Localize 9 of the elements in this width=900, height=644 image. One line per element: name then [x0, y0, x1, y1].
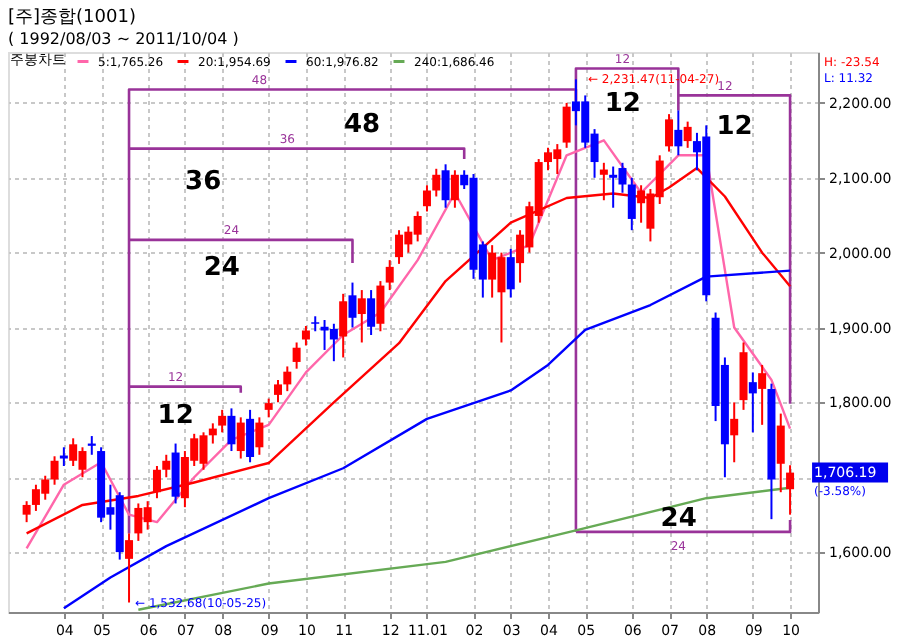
- annotation: 48: [343, 109, 381, 140]
- chart-subtitle: ( 1992/08/03 ~ 2011/10/04 ): [8, 30, 239, 48]
- annotation: 36: [185, 166, 222, 197]
- annotation: 12: [604, 88, 641, 119]
- annotation: 24: [660, 504, 697, 535]
- annotation: 12: [716, 111, 753, 142]
- annotation: 24: [203, 253, 240, 284]
- chart-title: [주]종합(1001): [8, 8, 136, 28]
- annotation: 12: [157, 400, 194, 431]
